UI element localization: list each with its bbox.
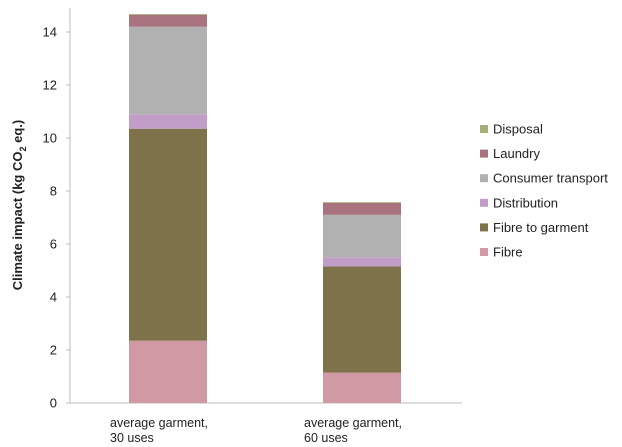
legend-label: Disposal: [493, 122, 543, 137]
y-ticks-group: 0 2 4 6 8 10 12 14: [43, 25, 70, 411]
y-axis-label: Climate impact (kg CO2 eq.): [10, 120, 28, 290]
y-tick-label: 2: [50, 343, 57, 358]
legend-swatch: [480, 174, 488, 183]
legend-swatch: [480, 149, 488, 158]
x-category-label: average garment, 30 uses: [110, 416, 208, 445]
y-axis-label-main: Climate impact (kg CO: [10, 152, 25, 291]
bar-segment-consumer-transport: [129, 26, 207, 115]
category-labels-group: average garment, 30 uses average garment, 6…: [110, 416, 402, 445]
bar-segment-fibre-to-garment: [323, 266, 401, 373]
x-category-label: average garment, 60 uses: [304, 416, 402, 445]
bars-group: [129, 13, 401, 403]
bar-segment-fibre: [129, 340, 207, 403]
bar-segment-fibre: [323, 372, 401, 403]
legend-label: Laundry: [493, 146, 540, 161]
legend: Disposal Laundry Consumer transport Distrib…: [480, 122, 608, 260]
y-tick-label: 4: [50, 290, 57, 305]
legend-swatch: [480, 125, 488, 133]
bar-segment-laundry: [323, 202, 401, 215]
bar-segment-distribution: [129, 114, 207, 129]
y-axis-label-end: eq.): [10, 120, 25, 147]
legend-label: Distribution: [493, 195, 558, 210]
bar-segment-fibre-to-garment: [129, 128, 207, 341]
y-tick-label: 12: [43, 78, 57, 93]
legend-swatch: [480, 223, 488, 232]
y-tick-label: 6: [50, 237, 57, 252]
bar-segment-consumer-transport: [323, 214, 401, 258]
legend-swatch: [480, 248, 488, 256]
legend-label: Fibre: [493, 245, 523, 260]
y-axis-label-sub: 2: [18, 147, 28, 152]
bar-segment-disposal: [323, 202, 401, 203]
legend-label: Consumer transport: [493, 171, 608, 186]
legend-swatch: [480, 198, 488, 207]
legend-label: Fibre to garment: [493, 220, 589, 235]
y-tick-label: 8: [50, 184, 57, 199]
bar-segment-laundry: [129, 14, 207, 27]
y-tick-label: 10: [43, 131, 57, 146]
bar-segment-disposal: [129, 13, 207, 15]
y-tick-label: 14: [43, 25, 57, 40]
bar-segment-distribution: [323, 257, 401, 267]
y-tick-label: 0: [50, 396, 57, 411]
